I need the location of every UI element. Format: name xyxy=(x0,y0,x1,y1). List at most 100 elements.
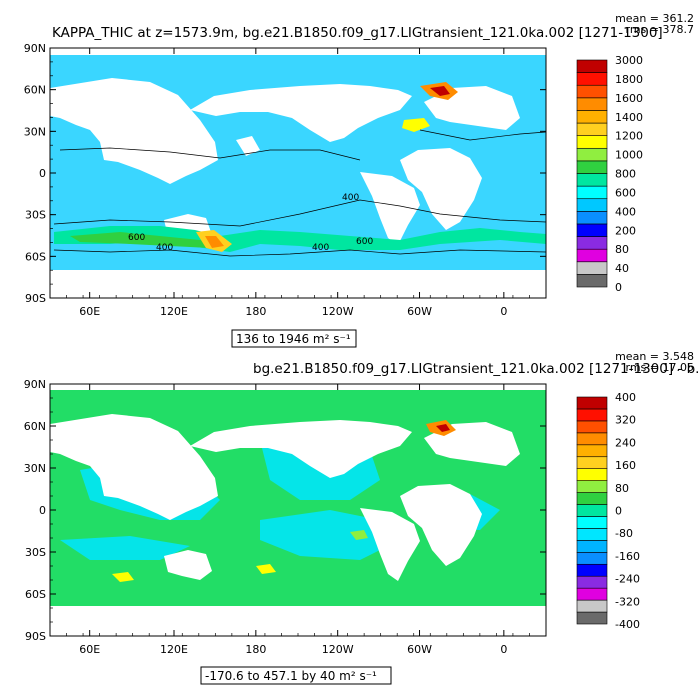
x-tick-label: 60W xyxy=(407,305,432,318)
x-tick-label: 60E xyxy=(79,643,100,656)
x-tick-label: 180 xyxy=(245,643,266,656)
y-tick-label: 30N xyxy=(24,125,46,138)
panel1-yaxis: 90N 60N 30N 0 30S 60S 90S xyxy=(24,42,546,305)
colorbar-label: -240 xyxy=(615,573,640,586)
colorbar-label: 1400 xyxy=(615,111,643,124)
panel-top: KAPPA_THIC at z=1573.9m, bg.e21.B1850.f0… xyxy=(24,12,694,348)
colorbar-label: -80 xyxy=(615,527,633,540)
x-tick-label: 120E xyxy=(160,643,188,656)
colorbar-label: -400 xyxy=(615,618,640,631)
colorbar-swatch xyxy=(576,420,608,434)
colorbar-label: 320 xyxy=(615,414,636,427)
colorbar-swatch xyxy=(576,396,608,410)
panel1-hotspots xyxy=(54,82,546,252)
colorbar-label: 160 xyxy=(615,459,636,472)
colorbar-swatch xyxy=(576,198,608,212)
colorbar-swatch xyxy=(576,468,608,481)
panel1-contour-label: 400 xyxy=(342,193,359,203)
colorbar-label: 600 xyxy=(615,186,636,199)
y-tick-label: 90S xyxy=(25,292,46,305)
x-tick-label: 180 xyxy=(245,305,266,318)
panel1-contour-label: 400 xyxy=(312,243,329,253)
x-tick-label: 60E xyxy=(79,305,100,318)
colorbar-swatch xyxy=(576,72,608,86)
y-tick-label: 0 xyxy=(39,167,46,180)
colorbar-swatch xyxy=(576,587,608,601)
colorbar-label: 240 xyxy=(615,436,636,449)
colorbar-swatch xyxy=(576,432,608,446)
colorbar-swatch xyxy=(576,456,608,469)
panel2-land xyxy=(50,384,546,636)
colorbar-swatch xyxy=(576,575,608,589)
colorbar-swatch xyxy=(576,211,608,225)
colorbar-swatch xyxy=(576,248,608,263)
colorbar-swatch xyxy=(576,408,608,422)
panel1-colorbar: 3000180016001400120010008006004002008040… xyxy=(576,54,643,294)
x-tick-label: 120E xyxy=(160,305,188,318)
colorbar-label: 80 xyxy=(615,482,629,495)
y-tick-label: 30N xyxy=(24,462,46,475)
colorbar-label: 200 xyxy=(615,224,636,237)
colorbar-label: 3000 xyxy=(615,54,643,67)
colorbar-swatch xyxy=(576,122,608,136)
y-tick-label: 90N xyxy=(24,378,46,391)
colorbar-swatch xyxy=(576,160,608,174)
colorbar-swatch xyxy=(576,84,608,99)
panel1-contour-label: 600 xyxy=(128,233,145,243)
x-tick-label: 60W xyxy=(407,643,432,656)
panel2-mean: mean = 3.548 xyxy=(615,350,694,363)
colorbar-label: -320 xyxy=(615,595,640,608)
y-tick-label: 0 xyxy=(39,504,46,517)
x-tick-label: 0 xyxy=(500,643,507,656)
y-tick-label: 90N xyxy=(24,42,46,55)
colorbar-label: 80 xyxy=(615,243,629,256)
colorbar-label: 1800 xyxy=(615,73,643,86)
colorbar-swatch xyxy=(576,173,608,187)
panel1-range-box: 136 to 1946 m² s⁻¹ xyxy=(231,329,357,348)
colorbar-swatch xyxy=(576,185,608,200)
panel2-yaxis: 90N 60N 30N 0 30S 60S 90S xyxy=(24,378,546,643)
colorbar-label: 0 xyxy=(615,281,622,294)
panel2-xaxis: 60E 120E 180 120W 60W 0 xyxy=(49,384,547,656)
panel1-contour-label: 600 xyxy=(356,237,373,247)
y-tick-label: 60S xyxy=(25,588,46,601)
colorbar-swatch xyxy=(576,236,608,250)
panel1-contour-labels: 400 400 400 600 600 xyxy=(128,193,373,253)
panel1-mean: mean = 361.2 xyxy=(615,12,694,25)
colorbar-swatch xyxy=(576,611,608,625)
colorbar-swatch xyxy=(576,504,608,517)
y-tick-label: 60N xyxy=(24,84,46,97)
colorbar-swatch xyxy=(576,599,608,613)
colorbar-swatch xyxy=(576,97,608,111)
panel2-hotspots xyxy=(112,420,456,582)
panel1-contour-label: 400 xyxy=(156,243,173,253)
panel-bottom: bg.e21.B1850.f09_g17.LIGtransient_121.0k… xyxy=(24,350,700,685)
colorbar-label: 400 xyxy=(615,205,636,218)
colorbar-label: -160 xyxy=(615,550,640,563)
y-tick-label: 60N xyxy=(24,420,46,433)
panel1-title: KAPPA_THIC at z=1573.9m, bg.e21.B1850.f0… xyxy=(52,25,663,41)
colorbar-swatch xyxy=(576,492,608,505)
colorbar-label: 1600 xyxy=(615,92,643,105)
y-tick-label: 60S xyxy=(25,250,46,263)
colorbar-swatch xyxy=(576,110,608,124)
colorbar-swatch xyxy=(576,274,608,288)
colorbar-swatch xyxy=(576,444,608,458)
colorbar-swatch xyxy=(576,135,608,149)
x-tick-label: 0 xyxy=(500,305,507,318)
colorbar-label: 1000 xyxy=(615,149,643,162)
y-tick-label: 30S xyxy=(25,209,46,222)
panel2-rms: rms = 17.05 xyxy=(626,361,694,374)
panel2-range: -170.6 to 457.1 by 40 m² s⁻¹ xyxy=(205,669,377,683)
colorbar-swatch xyxy=(576,59,608,73)
colorbar-swatch xyxy=(576,552,608,565)
panel1-contours xyxy=(53,129,546,257)
panel2-title: bg.e21.B1850.f09_g17.LIGtransient_121.0k… xyxy=(253,361,700,377)
colorbar-swatch xyxy=(576,540,608,553)
panel1-xaxis: 60E 120E 180 120W 60W 0 xyxy=(49,48,547,318)
colorbar-label: 800 xyxy=(615,168,636,181)
colorbar-swatch xyxy=(576,261,608,275)
panel1-range: 136 to 1946 m² s⁻¹ xyxy=(236,332,351,346)
y-tick-label: 30S xyxy=(25,546,46,559)
colorbar-swatch xyxy=(576,528,608,541)
